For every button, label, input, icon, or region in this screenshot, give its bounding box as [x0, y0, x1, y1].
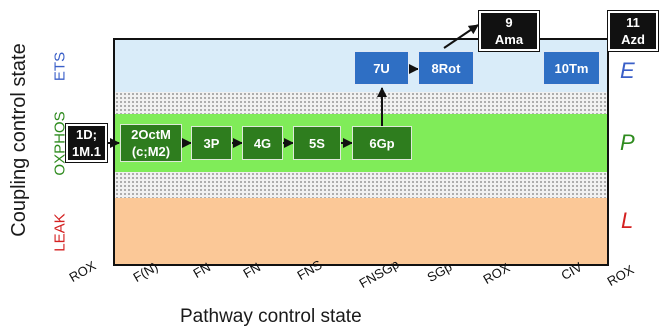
p-state-letter: P: [620, 130, 635, 155]
step-10-label: 10Tm: [554, 60, 589, 76]
state-frame: [113, 38, 609, 266]
step-7-label: 7U: [373, 60, 390, 76]
step-2-box: 2OctM (c;M2): [120, 124, 182, 162]
step-3-box: 3P: [191, 126, 232, 160]
step-6-label: 6Gp: [369, 135, 395, 151]
step-8-label: 8Rot: [431, 60, 461, 76]
step-9-label: 9 Ama: [494, 15, 524, 47]
leak-band: [115, 198, 607, 264]
step-6-box: 6Gp: [352, 126, 412, 160]
x-axis-title: Pathway control state: [180, 306, 362, 327]
step-5-box: 5S: [293, 126, 341, 160]
step-5-label: 5S: [309, 135, 325, 151]
upper-transition-band: [115, 92, 607, 114]
lower-transition-band: [115, 172, 607, 198]
step-2-label: 2OctM (c;M2): [131, 127, 171, 159]
step-4-label: 4G: [253, 135, 272, 151]
step-7-box: 7U: [354, 51, 409, 85]
step-8-box: 8Rot: [418, 51, 474, 85]
step-4-box: 4G: [242, 126, 283, 160]
step-11-label: 11 Azd: [621, 15, 645, 47]
e-state-letter: E: [620, 58, 635, 83]
step-1-box: 1D; 1M.1: [65, 123, 108, 163]
step-9-box: 9 Ama: [478, 10, 540, 52]
step-10-box: 10Tm: [543, 51, 600, 85]
step-11-box: 11 Azd: [607, 10, 659, 52]
l-state-letter: L: [621, 208, 634, 233]
step-3-label: 3P: [203, 135, 220, 151]
step-1-label: 1D; 1M.1: [72, 127, 101, 159]
